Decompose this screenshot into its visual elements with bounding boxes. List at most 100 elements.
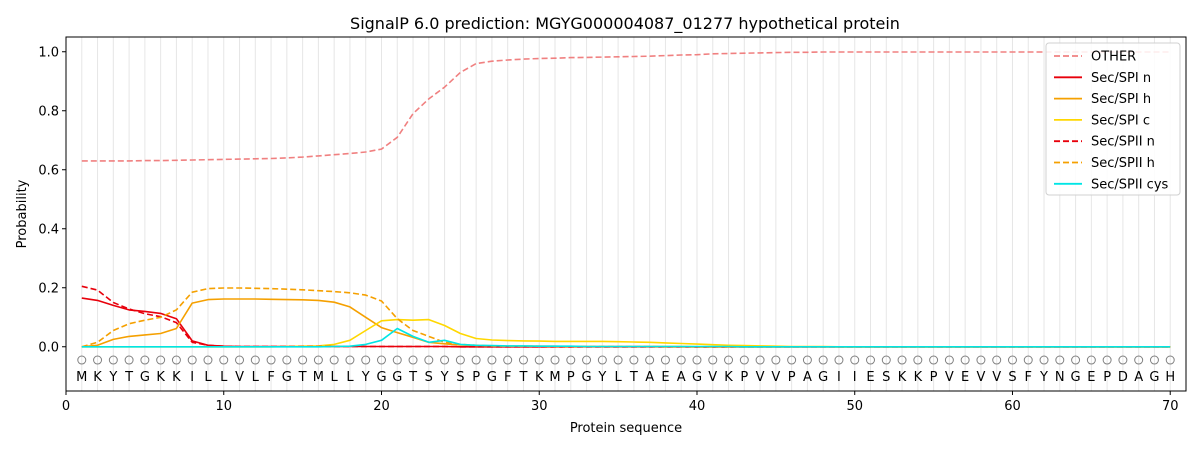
x-tick-label: 30: [531, 399, 548, 414]
series-line: [81, 318, 1171, 348]
residue-marker: [1007, 355, 1017, 365]
chart-title: SignalP 6.0 prediction: MGYG000004087_01…: [350, 14, 900, 34]
sequence-label: K: [93, 370, 102, 385]
residue-marker: [929, 355, 939, 365]
residue-marker: [739, 355, 749, 365]
sequence-label: S: [456, 370, 464, 385]
sequence-label: G: [282, 370, 292, 385]
series-line: [81, 51, 1171, 162]
residue-marker: [298, 355, 308, 365]
sequence-label: G: [392, 370, 402, 385]
residue-marker: [582, 355, 592, 365]
y-tick-label: 1.0: [38, 45, 59, 60]
x-tick-label: 10: [215, 399, 232, 414]
sequence-label: I: [853, 370, 857, 385]
sequence-label: L: [346, 370, 354, 385]
sequence-label: E: [661, 370, 669, 385]
series-line: [81, 297, 1171, 348]
sequence-label: I: [190, 370, 194, 385]
sequence-label: G: [140, 370, 150, 385]
sequence-label: M: [549, 370, 560, 385]
residue-marker: [1086, 355, 1096, 365]
y-tick-label: 0.2: [38, 281, 59, 296]
sequence-label: P: [930, 370, 938, 385]
legend-entry: Sec/SPII n: [1091, 135, 1155, 150]
sequence-label: G: [487, 370, 497, 385]
sequence-label: K: [156, 370, 165, 385]
vertical-grid: [81, 37, 1171, 391]
residue-marker: [1071, 355, 1081, 365]
y-tick-label: 0.6: [38, 163, 59, 178]
sequence-label: P: [567, 370, 575, 385]
residue-marker: [550, 355, 560, 365]
residue-marker: [408, 355, 418, 365]
sequence-label: V: [235, 370, 244, 385]
legend-entry: Sec/SPI c: [1091, 113, 1150, 128]
residue-marker: [329, 355, 339, 365]
sequence-label: T: [124, 370, 133, 385]
residue-marker: [897, 355, 907, 365]
legend-box: [1045, 42, 1181, 196]
residue-marker: [834, 355, 844, 365]
x-tick-label: 50: [846, 399, 863, 414]
sequence-label: M: [313, 370, 324, 385]
residue-marker: [645, 355, 655, 365]
sequence-label: H: [1165, 370, 1175, 385]
sequence-label: L: [204, 370, 212, 385]
residue-marker: [140, 355, 150, 365]
sequence-label: V: [992, 370, 1001, 385]
residue-marker: [503, 355, 513, 365]
sequence-label: I: [837, 370, 841, 385]
legend-entry: Sec/SPI n: [1091, 71, 1151, 86]
residue-marker: [376, 355, 386, 365]
sequence-label: A: [803, 370, 812, 385]
x-tick-label: 60: [1004, 399, 1021, 414]
sequence-label: A: [677, 370, 686, 385]
sequence-label: A: [1134, 370, 1143, 385]
residue-marker: [361, 355, 371, 365]
residue-marker: [1118, 355, 1128, 365]
sequence-label: L: [614, 370, 622, 385]
residue-marker: [850, 355, 860, 365]
sequence-label: Y: [440, 370, 449, 385]
series-layer: [81, 51, 1171, 348]
sequence-label: V: [976, 370, 985, 385]
residue-marker: [676, 355, 686, 365]
residue-marker: [1102, 355, 1112, 365]
sequence-label: L: [252, 370, 260, 385]
residue-marker: [1039, 355, 1049, 365]
residue-marker: [1055, 355, 1065, 365]
series-line: [81, 287, 1171, 348]
sequence-label: T: [408, 370, 417, 385]
sequence-label: S: [1008, 370, 1016, 385]
legend-entry: OTHER: [1091, 50, 1136, 65]
residue-marker: [518, 355, 528, 365]
residue-marker: [250, 355, 260, 365]
y-tick-label: 0.0: [38, 340, 59, 355]
x-tick-label: 40: [689, 399, 706, 414]
residue-marker: [818, 355, 828, 365]
residue-marker: [724, 355, 734, 365]
residue-marker: [266, 355, 276, 365]
residue-marker: [187, 355, 197, 365]
sequence-label: P: [1103, 370, 1111, 385]
residue-marker: [566, 355, 576, 365]
sequence-label: K: [172, 370, 181, 385]
residue-marker: [108, 355, 118, 365]
sequence-label: T: [629, 370, 638, 385]
residue-marker: [613, 355, 623, 365]
sequence-label: V: [756, 370, 765, 385]
sequence-label: P: [788, 370, 796, 385]
sequence-label: L: [331, 370, 339, 385]
series-line: [81, 298, 1171, 348]
sequence-label: K: [724, 370, 733, 385]
sequence-label: T: [518, 370, 527, 385]
sequence-label: D: [1118, 370, 1128, 385]
residue-marker: [392, 355, 402, 365]
legend-entry: Sec/SPI h: [1091, 92, 1151, 107]
y-axis-label: Probability: [15, 179, 30, 248]
residue-marker: [992, 355, 1002, 365]
x-tick-label: 20: [373, 399, 390, 414]
